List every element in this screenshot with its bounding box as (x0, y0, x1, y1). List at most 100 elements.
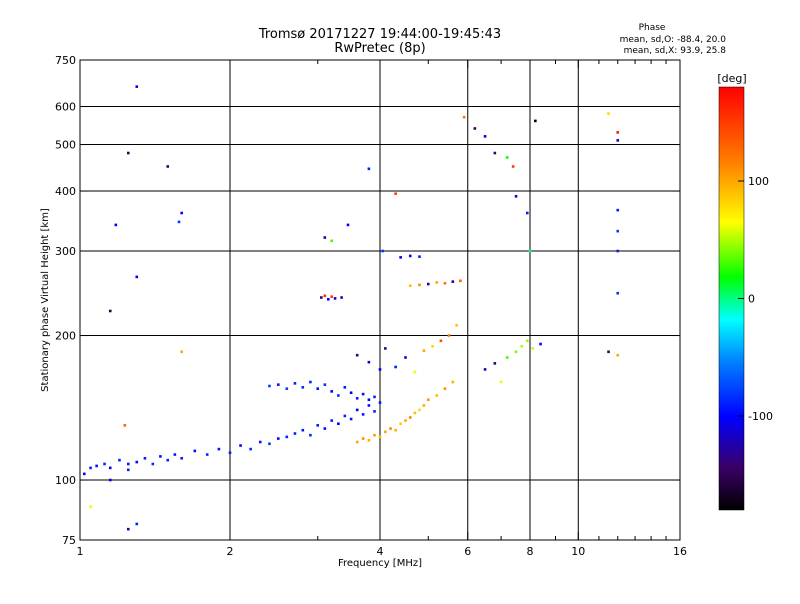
data-point (404, 419, 407, 422)
data-point (349, 391, 353, 395)
colorbar-tick-label: -100 (748, 410, 773, 423)
data-point (378, 401, 382, 404)
data-point (180, 456, 184, 460)
data-point (459, 279, 462, 283)
y-tick-label: 75 (62, 534, 76, 547)
data-point (126, 462, 130, 466)
data-point (309, 433, 312, 437)
data-point (525, 211, 529, 215)
phase-stats-header: Phase (639, 23, 666, 33)
data-point (422, 349, 426, 352)
data-point (505, 356, 509, 359)
data-point (355, 440, 359, 444)
data-point (384, 347, 387, 350)
data-point (228, 451, 232, 455)
data-point (408, 254, 412, 258)
data-point (239, 444, 242, 447)
phase-stats-o: mean, sd,O: -88.4, 20.0 (620, 35, 727, 45)
data-point (166, 458, 170, 462)
data-point (143, 456, 147, 460)
x-axis-ticks: 1 2 4 6 8 10 16 (77, 60, 687, 558)
data-point (493, 362, 497, 365)
data-point (616, 291, 620, 295)
data-point (399, 422, 402, 426)
data-point (249, 447, 252, 451)
data-point (135, 85, 139, 88)
data-point (451, 280, 455, 283)
data-point (333, 297, 337, 300)
data-point (616, 131, 620, 134)
data-point (616, 208, 620, 212)
data-point (108, 466, 112, 470)
data-point (343, 386, 347, 389)
data-point (389, 427, 392, 430)
data-point (346, 223, 350, 227)
y-tick-label: 400 (55, 185, 76, 198)
data-point (361, 392, 365, 396)
data-point (217, 447, 221, 451)
data-point (483, 135, 487, 138)
data-point (505, 156, 509, 159)
data-point (607, 112, 610, 115)
data-point (349, 417, 353, 421)
data-point (367, 404, 371, 407)
data-point (123, 424, 127, 427)
data-point (361, 437, 365, 440)
y-axis-ticks: 75 100 200 300 400 500 600 750 (55, 54, 680, 547)
grid-lines (80, 60, 680, 540)
x-axis-label: Frequency [MHz] (338, 558, 422, 569)
y-tick-label: 500 (55, 139, 76, 152)
data-point (534, 119, 537, 123)
data-point (268, 384, 271, 388)
data-point (166, 165, 170, 168)
data-point (394, 365, 397, 369)
data-point (514, 195, 518, 198)
data-point (378, 368, 382, 371)
data-point (126, 527, 130, 531)
data-point (418, 283, 421, 287)
data-point (89, 505, 92, 508)
data-point (514, 350, 518, 354)
data-point (340, 296, 343, 299)
data-point (95, 464, 98, 468)
data-point (330, 390, 334, 393)
data-point (180, 211, 184, 215)
data-point (293, 432, 297, 435)
data-point (528, 249, 532, 253)
data-point (520, 344, 524, 348)
data-point (435, 394, 439, 397)
data-point (126, 468, 130, 472)
data-point (177, 220, 181, 224)
data-point (301, 386, 305, 389)
chart-title: Tromsø 20171227 19:44:00-19:45:43 (258, 27, 501, 42)
data-point (367, 167, 371, 171)
data-point (330, 295, 334, 298)
data-point (118, 458, 121, 462)
data-point (316, 424, 320, 427)
data-point (337, 394, 340, 397)
data-point (180, 350, 184, 354)
data-point (173, 453, 177, 456)
x-tick-label: 2 (227, 545, 234, 558)
data-point (126, 151, 130, 155)
data-point (493, 151, 497, 155)
data-point (473, 127, 477, 130)
y-tick-label: 100 (55, 474, 76, 487)
data-point (462, 115, 466, 119)
data-point (330, 419, 334, 422)
data-point (258, 440, 262, 444)
y-axis-label: Stationary phase Virtual Height [km] (40, 208, 51, 392)
data-point (418, 408, 421, 412)
data-point (413, 370, 417, 374)
x-tick-label: 1 (77, 545, 84, 558)
data-point (435, 281, 439, 284)
data-point (439, 339, 443, 343)
data-point (361, 413, 365, 416)
data-point (276, 437, 280, 440)
x-tick-label: 6 (464, 545, 471, 558)
data-point (607, 350, 610, 354)
data-point (355, 353, 359, 357)
data-point (108, 478, 112, 482)
data-point (301, 428, 305, 432)
